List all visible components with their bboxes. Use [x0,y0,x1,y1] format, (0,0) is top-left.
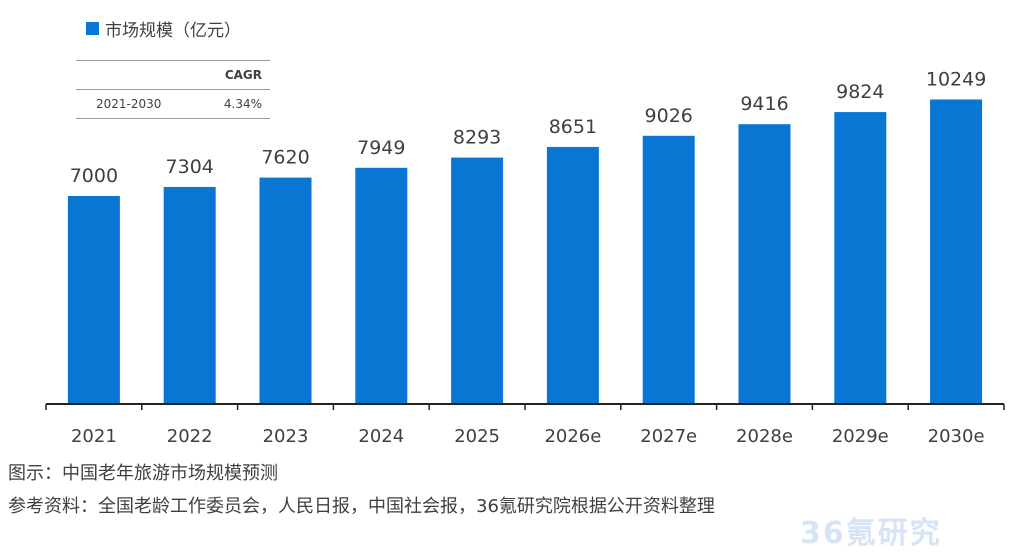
x-tick-label: 2030e [928,426,985,447]
data-label: 7000 [70,165,118,187]
data-label: 9416 [740,93,788,115]
x-tick-label: 2029e [832,426,889,447]
chart-legend: 市场规模（亿元） [86,16,241,41]
data-label: 9824 [836,81,884,103]
bar [642,135,695,404]
figure-caption: 图示：中国老年旅游市场规模预测 [8,463,278,484]
x-tick-label: 2026e [544,426,601,447]
bar [67,196,120,404]
bar [546,146,599,404]
data-label: 7304 [166,156,214,178]
source-note: 参考资料：全国老龄工作委员会，人民日报，中国社会报，36氪研究院根据公开资料整理 [8,496,715,517]
data-label: 8651 [549,116,597,138]
bar [451,157,504,404]
bar [259,177,312,404]
data-label: 7620 [261,147,309,169]
bar [163,186,216,404]
x-tick-label: 2023 [263,426,309,447]
data-label: 8293 [453,127,501,149]
x-tick-label: 2025 [454,426,500,447]
bar [930,99,983,404]
x-tick-label: 2028e [736,426,793,447]
legend-swatch [86,22,99,35]
cagr-period: 2021-2030 [96,97,162,111]
x-tick-label: 2027e [640,426,697,447]
data-label: 7949 [357,137,405,159]
x-tick-label: 2022 [167,426,213,447]
bar [355,167,408,404]
data-label: 10249 [926,68,986,90]
cagr-table-row: 2021-2030 4.34% [76,90,270,119]
cagr-header-label: CAGR [224,68,262,82]
cagr-table-header: CAGR [76,60,270,90]
cagr-table: CAGR 2021-2030 4.34% [76,60,270,119]
bar-chart: 7000 2021 7304 2022 7620 2023 7949 2024 8293 2025… [45,68,1005,447]
cagr-value: 4.34% [223,97,262,111]
legend-label: 市场规模（亿元） [105,21,241,41]
data-label: 9026 [645,105,693,127]
x-tick-label: 2021 [71,426,117,447]
bar [834,112,887,405]
watermark: 36氪研究 [800,516,942,551]
bar [738,124,791,404]
x-tick-label: 2024 [358,426,404,447]
